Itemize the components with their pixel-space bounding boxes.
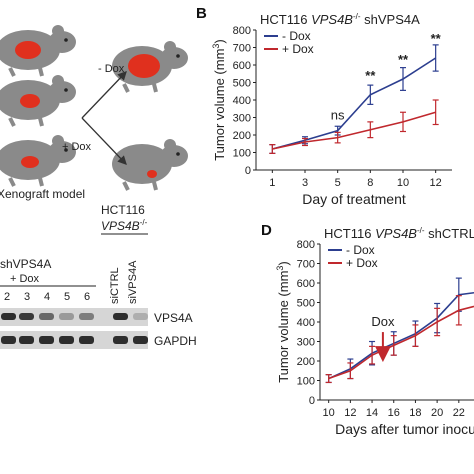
legend-entry: + Dox [346,256,378,270]
chart-title: HCT116 VPS4B-/- shCTRL [324,226,474,241]
band-gapdh [59,336,74,344]
x-tick-label: 3 [302,177,308,189]
y-tick-label: 700 [233,43,251,55]
y-axis-label: Tumor volume (mm3) [211,39,227,161]
x-tick-label: 1 [269,177,275,189]
y-tick-label: 400 [233,95,251,107]
significance-label: ** [431,31,442,46]
panel-label-b: B [196,5,207,22]
band-vps4a [133,313,148,320]
y-tick-label: 100 [297,376,315,388]
dox-arrow-label: Dox [371,314,395,329]
panel-a: - Dox + Dox Xenograft model [0,25,188,201]
legend-entry: - Dox [282,29,311,43]
arrow-up [81,71,127,119]
cell-line-label: HCT116 [101,203,145,217]
blot-vps4a [0,308,148,326]
y-tick-label: 300 [297,337,315,349]
band-label-vps4a: VPS4A [154,311,193,325]
y-tick-label: 0 [309,395,315,407]
mouse-icon [0,135,76,187]
x-tick-label: 16 [388,407,400,419]
cell-line-gene-label: VPS4B-/- [101,218,148,233]
panel-label-d: D [261,222,272,239]
y-tick-label: 400 [297,317,315,329]
significance-label: ** [365,68,376,83]
panel-c: HCT116 VPS4B-/- shVPS4A + Dox 2 3 4 5 6 siCT… [0,203,197,349]
y-tick-label: 200 [297,356,315,368]
y-tick-label: 300 [233,113,251,125]
y-tick-label: 600 [297,278,315,290]
y-tick-label: 500 [297,298,315,310]
band-gapdh [39,336,54,344]
series-line [272,57,437,150]
y-tick-label: 100 [233,148,251,160]
band-vps4a [1,313,16,320]
significance-label: ** [398,52,409,67]
lane-number: 5 [64,291,70,303]
band-label-gapdh: GAPDH [154,334,197,348]
group-sub-label: + Dox [10,273,40,285]
chart-b: 0 100 200 300 400 500 600 700 800 1 3 5 8 10 12 Day of … [211,12,452,207]
chart-d: 0 100 200 300 400 500 600 700 800 10 12 14 16 18 20 22 D… [275,226,474,437]
series-line [328,291,474,380]
y-tick-label: 600 [233,60,251,72]
x-tick-label: 8 [367,177,373,189]
x-tick-label: 12 [430,177,442,189]
mouse-icon [112,41,188,93]
x-axis-label: Day of treatment [302,191,406,207]
y-tick-label: 200 [233,130,251,142]
x-tick-label: 14 [366,407,378,419]
y-tick-label: 500 [233,78,251,90]
lane-number: 6 [84,291,90,303]
series-line [328,305,474,380]
group-label: shVPS4A [0,257,51,271]
significance-label: ns [331,107,345,122]
y-axis-label: Tumor volume (mm3) [275,261,291,383]
plus-dox-label: + Dox [62,141,92,153]
band-gapdh [113,336,128,344]
y-tick-label: 800 [233,25,251,37]
legend-entry: - Dox [346,243,375,257]
x-tick-label: 10 [323,407,335,419]
mouse-icon [0,25,76,77]
x-tick-label: 10 [397,177,409,189]
mouse-icon [0,75,76,127]
y-tick-label: 800 [297,239,315,251]
band-vps4a [59,313,74,320]
band-vps4a [113,313,128,320]
band-gapdh [133,336,148,344]
chart-title: HCT116 VPS4B-/- shVPS4A [260,12,420,27]
band-vps4a [19,313,34,320]
x-axis-label: Days after tumor inocula [335,421,474,437]
x-tick-label: 22 [453,407,465,419]
si-lane-label: siVPS4A [127,260,139,304]
x-tick-label: 18 [409,407,421,419]
y-tick-label: 700 [297,259,315,271]
band-gapdh [19,336,34,344]
minus-dox-label: - Dox [98,63,125,75]
band-vps4a [79,313,94,320]
mouse-icon [112,139,188,191]
si-lane-label: siCTRL [109,267,121,304]
y-tick-label: 0 [245,165,251,177]
band-gapdh [1,336,16,344]
x-tick-label: 12 [344,407,356,419]
lane-number: 2 [4,291,10,303]
x-tick-label: 20 [431,407,443,419]
si-lane-labels: siCTRL siVPS4A [109,260,139,304]
x-tick-label: 5 [335,177,341,189]
band-gapdh [79,336,94,344]
band-vps4a [39,313,54,320]
arrow-down [81,117,127,165]
lane-number: 3 [24,291,30,303]
xenograft-caption: Xenograft model [0,187,85,201]
legend-entry: + Dox [282,42,314,56]
series-line [272,111,436,150]
lane-number: 4 [44,291,50,303]
lane-numbers: 2 3 4 5 6 [4,291,90,303]
